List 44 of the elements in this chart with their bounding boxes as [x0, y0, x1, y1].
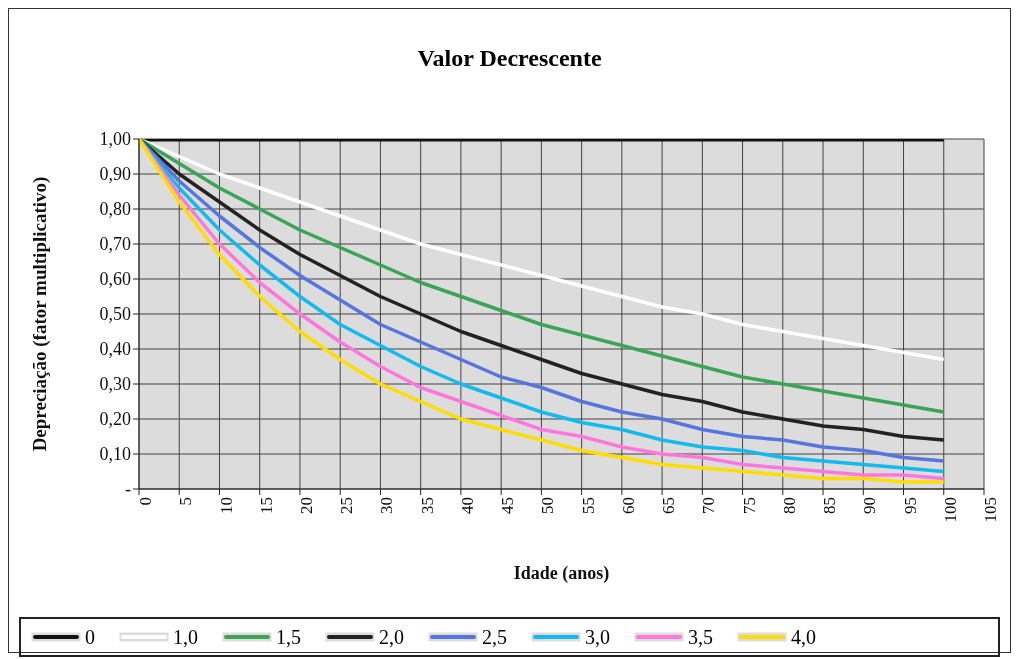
- legend-label: 1,0: [173, 625, 198, 649]
- x-tick-label: 20: [297, 497, 317, 514]
- y-tick-label: 0,70: [99, 234, 131, 255]
- x-tick-label: 45: [498, 497, 518, 514]
- y-tick-label: 0,60: [99, 269, 131, 290]
- y-tick-label: 0,80: [99, 199, 131, 220]
- x-tick-label: 10: [216, 497, 236, 514]
- x-tick-label: 35: [417, 497, 437, 514]
- legend-label: 1,5: [276, 625, 301, 649]
- x-tick-label: 25: [337, 497, 357, 514]
- x-tick-label: 70: [699, 497, 719, 514]
- chart-title: Valor Decrescente: [416, 45, 603, 72]
- x-tick-label: 60: [618, 497, 638, 514]
- x-tick-label: 105: [981, 497, 1001, 523]
- x-tick-label: 85: [820, 497, 840, 514]
- legend-label: 2,0: [379, 625, 404, 649]
- y-tick-label: 0,10: [99, 444, 131, 465]
- x-tick-label: 30: [377, 497, 397, 514]
- x-axis-title: Idade (anos): [513, 563, 610, 584]
- x-tick-label: 15: [256, 497, 276, 514]
- y-axis-title: Depreciação (fator multiplicativo): [28, 176, 51, 452]
- x-tick-label: 50: [538, 497, 558, 514]
- y-tick-label: 0,30: [99, 374, 131, 395]
- y-tick-label: 1,00: [99, 129, 131, 150]
- x-tick-label: 65: [659, 497, 679, 514]
- x-tick-label: 0: [136, 497, 156, 506]
- y-tick-label: -: [125, 479, 131, 500]
- legend-label: 4,0: [791, 625, 816, 649]
- legend-label: 3,0: [585, 625, 610, 649]
- legend-label: 2,5: [482, 625, 507, 649]
- x-tick-label: 75: [739, 497, 759, 514]
- x-tick-label: 95: [900, 497, 920, 514]
- x-tick-label: 5: [176, 497, 196, 506]
- y-tick-label: 0,50: [99, 304, 131, 325]
- y-tick-label: 0,90: [99, 164, 131, 185]
- x-tick-label: 80: [779, 497, 799, 514]
- x-tick-label: 55: [578, 497, 598, 514]
- legend-label: 0: [85, 625, 95, 649]
- y-tick-label: 0,20: [99, 409, 131, 430]
- legend-label: 3,5: [688, 625, 713, 649]
- x-tick-label: 100: [940, 497, 960, 523]
- x-tick-label: 90: [860, 497, 880, 514]
- x-tick-label: 40: [457, 497, 477, 514]
- y-tick-label: 0,40: [99, 339, 131, 360]
